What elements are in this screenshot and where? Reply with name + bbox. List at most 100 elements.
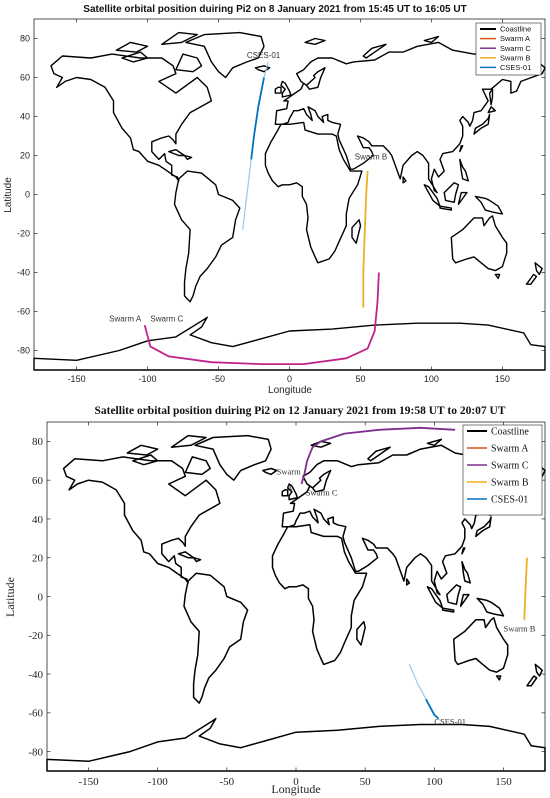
y-tick-label: -60 — [28, 708, 43, 720]
y-tick-label: 0 — [25, 190, 30, 200]
coastline-north-america — [50, 53, 213, 182]
track-cses-01 — [250, 77, 265, 160]
coastline-new-zealand-n — [534, 663, 543, 677]
coastline-ellesmere — [170, 434, 207, 448]
plot-area — [33, 18, 546, 371]
x-tick-label: 100 — [424, 374, 439, 384]
coastline-sri-lanka — [405, 578, 411, 586]
track-swarm-a-c — [143, 272, 380, 366]
coastline-greenland — [185, 31, 265, 79]
coastline-new-guinea — [474, 195, 504, 215]
y-tick-label: -60 — [17, 307, 30, 317]
coastline-victoria-island — [132, 454, 159, 466]
x-ticks: -150 -100 -50 0 50 100 150 — [78, 422, 512, 788]
x-tick-label: 150 — [495, 776, 512, 788]
y-tick-label: -40 — [28, 669, 43, 681]
coastline-south-america — [173, 170, 241, 303]
coastline-borneo — [446, 584, 462, 606]
map-panel-top: Satellite orbital position duiring Pi2 o… — [3, 4, 546, 396]
coastline-sulawesi — [459, 593, 470, 607]
coastline-britain — [286, 483, 299, 501]
coastline-tasmania — [495, 675, 502, 681]
coastline-australia — [452, 617, 509, 673]
coastline-svalbard — [304, 37, 326, 45]
legend-label: Swarm A — [491, 444, 529, 455]
x-tick-label: -50 — [212, 374, 225, 384]
track-label: Swarm B — [504, 623, 536, 633]
coastline-japan — [475, 516, 492, 538]
coastline-philippines — [461, 560, 472, 584]
y-tick-label: 80 — [32, 436, 44, 448]
y-tick-label: 0 — [38, 591, 44, 603]
track-label: Swarm A — [109, 314, 142, 323]
coastline-victoria-island — [121, 51, 149, 63]
annotation-layer: CSES-01 Swarm B Swarm A Swarm C — [109, 51, 387, 323]
legend-label: Swarm C — [500, 44, 531, 53]
x-tick-label: -100 — [139, 374, 157, 384]
track-swarm-b — [523, 557, 528, 620]
coastline-sumatra — [426, 586, 444, 609]
y-axis-label: Latitude — [3, 577, 17, 617]
coastline-arctic-islands — [115, 41, 149, 53]
track-label: Swarm — [277, 466, 301, 476]
x-ticks: -150 -100 -50 0 50 100 150 — [68, 19, 510, 384]
track-label: CSES-01 — [434, 717, 466, 727]
x-tick-label: -50 — [219, 776, 234, 788]
y-tick-label: 60 — [20, 73, 30, 83]
legend-label: CSES-01 — [491, 495, 528, 506]
coastline-philippines — [459, 158, 469, 182]
legend: Coastline Swarm A Swarm C Swarm B CSES-01 — [462, 424, 543, 516]
coastline-sumatra — [423, 184, 441, 207]
x-tick-label: 50 — [360, 776, 372, 788]
y-tick-label: -80 — [28, 746, 43, 758]
track-label: CSES-01 — [247, 51, 281, 60]
coastline-severnaya — [426, 438, 443, 447]
panel-title: Satellite orbital position duiring Pi2 o… — [83, 4, 466, 15]
x-axis-label: Longitude — [268, 385, 312, 396]
legend-label: Coastline — [500, 25, 531, 34]
coastline-taiwan — [461, 547, 466, 555]
y-tick-label: 40 — [32, 514, 44, 526]
track-label: Swarm C — [306, 488, 338, 498]
track-label: Swarm C — [150, 314, 183, 323]
annotation-layer: Swarm A Swarm C Swarm B CSES-01 — [277, 466, 536, 726]
coastline-hispaniola — [192, 556, 202, 563]
y-axis-label: Latitude — [3, 177, 14, 213]
coastline-tasmania — [494, 273, 501, 280]
coastline-japan — [473, 113, 491, 135]
map-panel-bottom: Satellite orbital position duiring Pi2 o… — [3, 405, 546, 796]
coastline-north-america — [62, 456, 221, 584]
y-tick-label: 60 — [32, 475, 44, 487]
track-swarm-a-c — [300, 426, 456, 485]
y-tick-label: 20 — [32, 553, 44, 565]
coastline-novaya-zemlya — [367, 446, 391, 462]
coastline-baffin — [175, 53, 203, 73]
coastline-africa — [271, 524, 368, 666]
track-swarm-b — [362, 171, 369, 308]
coastline-iceland — [254, 65, 271, 73]
x-tick-label: 100 — [426, 776, 443, 788]
coastline-baffin — [184, 456, 211, 476]
coastline-sakhalin — [488, 88, 494, 106]
coastline-south-america — [183, 572, 249, 704]
track-layer — [143, 61, 380, 366]
legend-box — [462, 424, 543, 516]
y-ticks: -80 -60 -40 -20 0 20 40 60 80 — [17, 34, 545, 356]
y-tick-label: 80 — [20, 34, 30, 44]
y-tick-label: 40 — [20, 112, 30, 122]
y-tick-label: 20 — [20, 151, 30, 161]
y-tick-label: -20 — [17, 229, 30, 239]
coastline-arctic-islands — [126, 444, 159, 456]
coastline-new-guinea — [476, 597, 505, 617]
coastline-java — [441, 607, 455, 613]
coastline-greenland — [194, 434, 272, 481]
legend-box — [475, 22, 542, 76]
coastline-ellesmere — [161, 31, 198, 45]
x-tick-label: 150 — [495, 374, 510, 384]
x-tick-label: -150 — [78, 776, 99, 788]
legend-label: Swarm C — [491, 461, 529, 472]
coastline-eurasia — [274, 41, 546, 194]
x-tick-label: -100 — [148, 776, 169, 788]
coastline-borneo — [443, 182, 460, 204]
